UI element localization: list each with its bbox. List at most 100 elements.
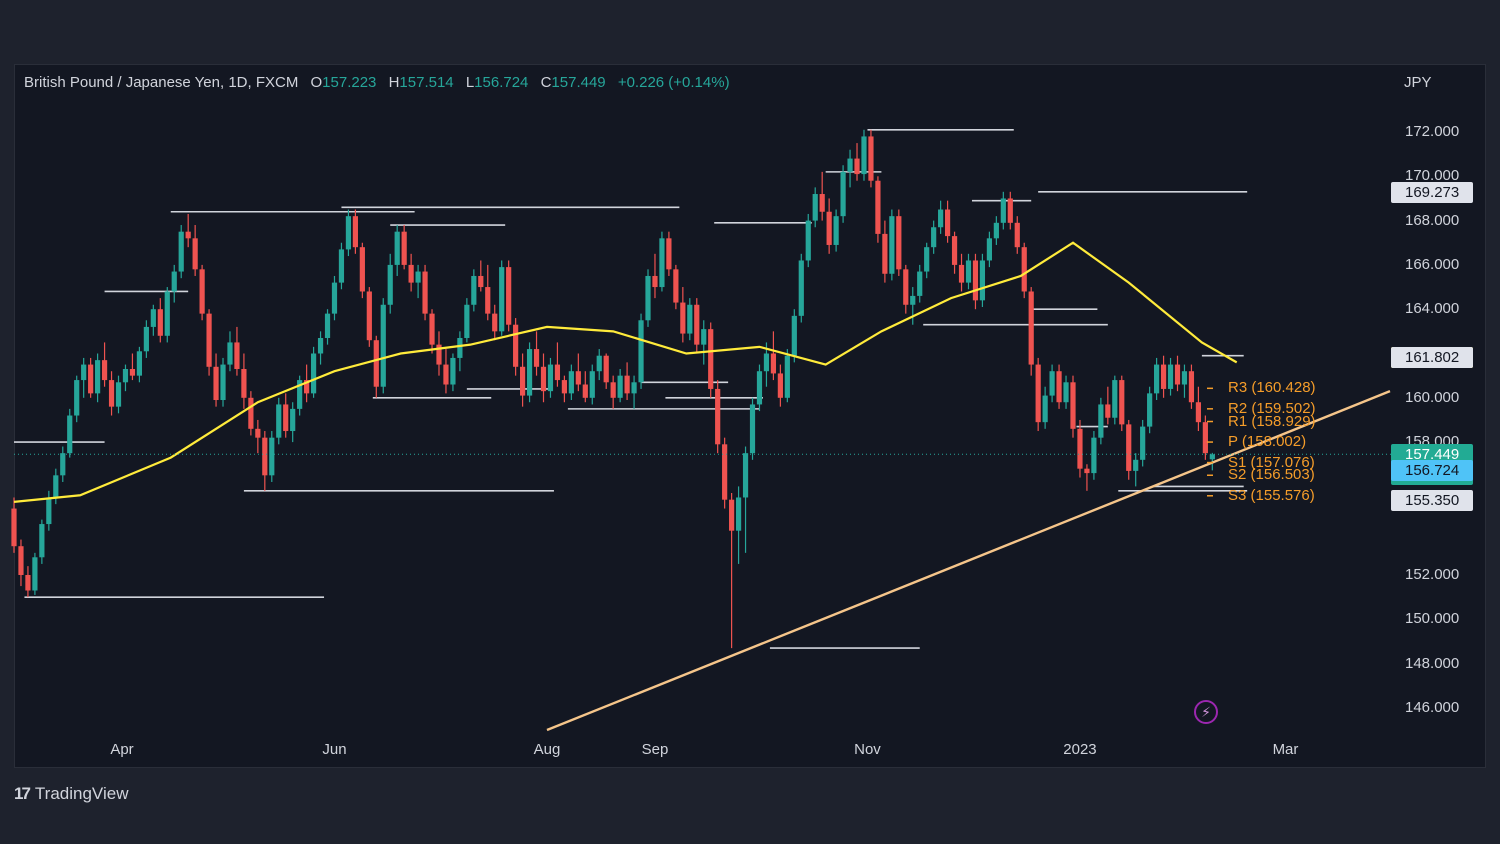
candle-body[interactable] <box>666 238 672 270</box>
candle-body[interactable] <box>868 136 874 181</box>
candle-body[interactable] <box>359 247 365 292</box>
candle-body[interactable] <box>150 309 156 327</box>
candle-body[interactable] <box>443 364 449 385</box>
candle-body[interactable] <box>136 351 143 376</box>
candle-body[interactable] <box>687 304 693 334</box>
candle-body[interactable] <box>39 524 45 558</box>
candle-body[interactable] <box>513 324 519 367</box>
candle-body[interactable] <box>805 220 811 261</box>
candle-body[interactable] <box>206 313 212 367</box>
candle-body[interactable] <box>387 264 393 305</box>
candle-body[interactable] <box>255 428 261 438</box>
candle-body[interactable] <box>526 349 533 396</box>
candle-body[interactable] <box>979 260 986 301</box>
candle-body[interactable] <box>74 380 80 416</box>
candle-body[interactable] <box>603 355 609 383</box>
candle-body[interactable] <box>1195 402 1202 423</box>
candle-body[interactable] <box>422 271 428 314</box>
candle-body[interactable] <box>1209 454 1215 460</box>
currency-label[interactable]: JPY <box>1404 74 1432 91</box>
candle-body[interactable] <box>645 275 651 321</box>
candle-body[interactable] <box>540 366 547 392</box>
candle-body[interactable] <box>1112 380 1118 418</box>
candle-body[interactable] <box>1140 426 1146 460</box>
candle-body[interactable] <box>638 320 644 383</box>
candle-body[interactable] <box>338 249 345 283</box>
moving-average-line[interactable] <box>13 241 1238 503</box>
candle-body[interactable] <box>652 275 658 288</box>
candle-body[interactable] <box>889 216 895 274</box>
candle-body[interactable] <box>324 313 331 338</box>
candle-body[interactable] <box>680 302 686 334</box>
candle-body[interactable] <box>875 180 881 234</box>
candle-body[interactable] <box>1063 382 1069 403</box>
candle-body[interactable] <box>777 373 783 398</box>
candle-body[interactable] <box>164 291 170 336</box>
candle-body[interactable] <box>499 267 505 332</box>
candle-body[interactable] <box>373 340 379 387</box>
candle-body[interactable] <box>798 260 804 316</box>
candle-body[interactable] <box>1049 371 1055 396</box>
candle-body[interactable] <box>317 337 324 354</box>
candle-body[interactable] <box>485 287 491 314</box>
candle-body[interactable] <box>1021 247 1027 292</box>
candle-body[interactable] <box>32 557 38 591</box>
candle-body[interactable] <box>457 337 463 358</box>
trendline[interactable] <box>546 390 1391 732</box>
candle-body[interactable] <box>965 260 972 283</box>
candle-body[interactable] <box>1181 371 1188 385</box>
candle-body[interactable] <box>262 437 268 476</box>
candle-body[interactable] <box>1098 404 1104 438</box>
candle-body[interactable] <box>46 497 52 525</box>
candle-body[interactable] <box>715 388 721 445</box>
candle-body[interactable] <box>589 371 595 398</box>
candle-body[interactable] <box>290 408 296 432</box>
candle-body[interactable] <box>1188 371 1195 403</box>
candle-body[interactable] <box>464 304 470 338</box>
candle-body[interactable] <box>812 194 818 221</box>
candle-body[interactable] <box>1091 437 1097 474</box>
candle-body[interactable] <box>18 546 24 575</box>
candle-body[interactable] <box>1007 198 1013 223</box>
candle-body[interactable] <box>756 371 763 405</box>
candle-body[interactable] <box>910 295 916 305</box>
candle-body[interactable] <box>1119 380 1125 425</box>
candle-body[interactable] <box>227 342 233 365</box>
candle-body[interactable] <box>1056 371 1062 403</box>
candle-body[interactable] <box>1014 222 1020 248</box>
candle-body[interactable] <box>1147 393 1153 427</box>
candle-body[interactable] <box>659 238 665 288</box>
candle-body[interactable] <box>331 282 338 314</box>
candle-body[interactable] <box>178 231 184 272</box>
candle-body[interactable] <box>770 353 777 374</box>
candle-body[interactable] <box>81 364 87 381</box>
symbol-title[interactable]: British Pound / Japanese Yen, 1D, FXCM <box>24 74 299 91</box>
candle-body[interactable] <box>1105 404 1111 418</box>
candle-body[interactable] <box>951 236 958 265</box>
candle-body[interactable] <box>380 304 386 387</box>
candle-body[interactable] <box>993 222 999 239</box>
candle-body[interactable] <box>596 355 602 372</box>
candle-body[interactable] <box>1133 459 1139 471</box>
candle-body[interactable] <box>1035 364 1041 423</box>
tradingview-logo[interactable]: 17 TradingView <box>14 784 128 804</box>
candle-body[interactable] <box>220 364 226 401</box>
candle-body[interactable] <box>185 231 191 239</box>
candle-body[interactable] <box>60 453 66 476</box>
candle-body[interactable] <box>917 271 923 296</box>
candle-body[interactable] <box>1202 422 1208 454</box>
candle-body[interactable] <box>269 437 275 476</box>
candle-body[interactable] <box>617 375 623 398</box>
candle-body[interactable] <box>1154 364 1160 394</box>
candle-body[interactable] <box>1126 424 1132 471</box>
candle-body[interactable] <box>492 313 498 332</box>
candle-body[interactable] <box>1000 198 1006 223</box>
candle-body[interactable] <box>791 315 797 356</box>
candle-body[interactable] <box>861 136 867 175</box>
candle-body[interactable] <box>729 499 735 531</box>
candle-body[interactable] <box>1028 291 1034 365</box>
candle-body[interactable] <box>429 313 435 345</box>
candle-body[interactable] <box>478 275 484 288</box>
candle-body[interactable] <box>506 267 512 325</box>
